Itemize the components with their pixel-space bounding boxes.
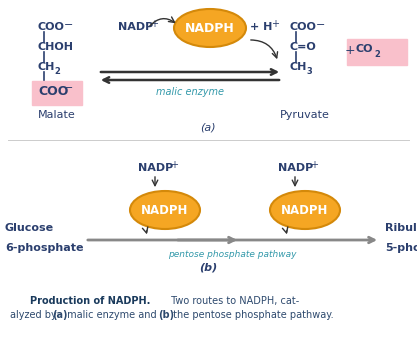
Text: +: +	[170, 160, 178, 170]
Text: −: −	[64, 20, 73, 30]
Text: NADPH: NADPH	[141, 203, 188, 217]
Text: (b): (b)	[199, 262, 217, 272]
Text: the pentose phosphate pathway.: the pentose phosphate pathway.	[170, 310, 334, 320]
Text: alyzed by: alyzed by	[10, 310, 60, 320]
Text: COO: COO	[290, 22, 317, 32]
FancyBboxPatch shape	[347, 39, 407, 65]
Text: NADP: NADP	[138, 163, 173, 173]
Text: +: +	[310, 160, 318, 170]
Text: NADP: NADP	[118, 22, 153, 32]
Text: 6-phosphate: 6-phosphate	[5, 243, 83, 253]
FancyBboxPatch shape	[32, 81, 82, 105]
Text: (b): (b)	[158, 310, 174, 320]
Text: Malate: Malate	[38, 110, 76, 120]
Text: Ribulose: Ribulose	[385, 223, 417, 233]
Ellipse shape	[174, 9, 246, 47]
Text: 2: 2	[374, 50, 380, 59]
Text: 5-phosphate: 5-phosphate	[385, 243, 417, 253]
Ellipse shape	[130, 191, 200, 229]
Text: Two routes to NADPH, cat-: Two routes to NADPH, cat-	[168, 296, 299, 306]
Text: NADP: NADP	[278, 163, 313, 173]
Text: CH: CH	[290, 62, 307, 72]
Text: (a): (a)	[52, 310, 68, 320]
Text: (a): (a)	[200, 122, 216, 132]
Text: COO: COO	[38, 22, 65, 32]
Text: NADPH: NADPH	[281, 203, 329, 217]
Text: −: −	[64, 83, 73, 93]
Text: Production of NADPH.: Production of NADPH.	[30, 296, 151, 306]
Text: Glucose: Glucose	[5, 223, 54, 233]
Text: NADPH: NADPH	[185, 22, 235, 34]
Text: Pyruvate: Pyruvate	[280, 110, 330, 120]
Text: −: −	[316, 20, 325, 30]
Text: malic enzyme: malic enzyme	[156, 87, 224, 97]
Text: malic enzyme and: malic enzyme and	[64, 310, 160, 320]
Text: CH: CH	[38, 62, 55, 72]
Text: +: +	[345, 44, 356, 57]
Text: +: +	[271, 19, 279, 29]
Text: 2: 2	[54, 67, 60, 76]
Text: CO: CO	[356, 44, 374, 54]
Text: + H: + H	[250, 22, 272, 32]
Ellipse shape	[270, 191, 340, 229]
Text: C=O: C=O	[290, 42, 317, 52]
Text: +: +	[150, 19, 158, 29]
Text: pentose phosphate pathway: pentose phosphate pathway	[168, 250, 296, 259]
Text: COO: COO	[38, 85, 68, 98]
Text: CHOH: CHOH	[38, 42, 74, 52]
Text: 3: 3	[306, 67, 312, 76]
